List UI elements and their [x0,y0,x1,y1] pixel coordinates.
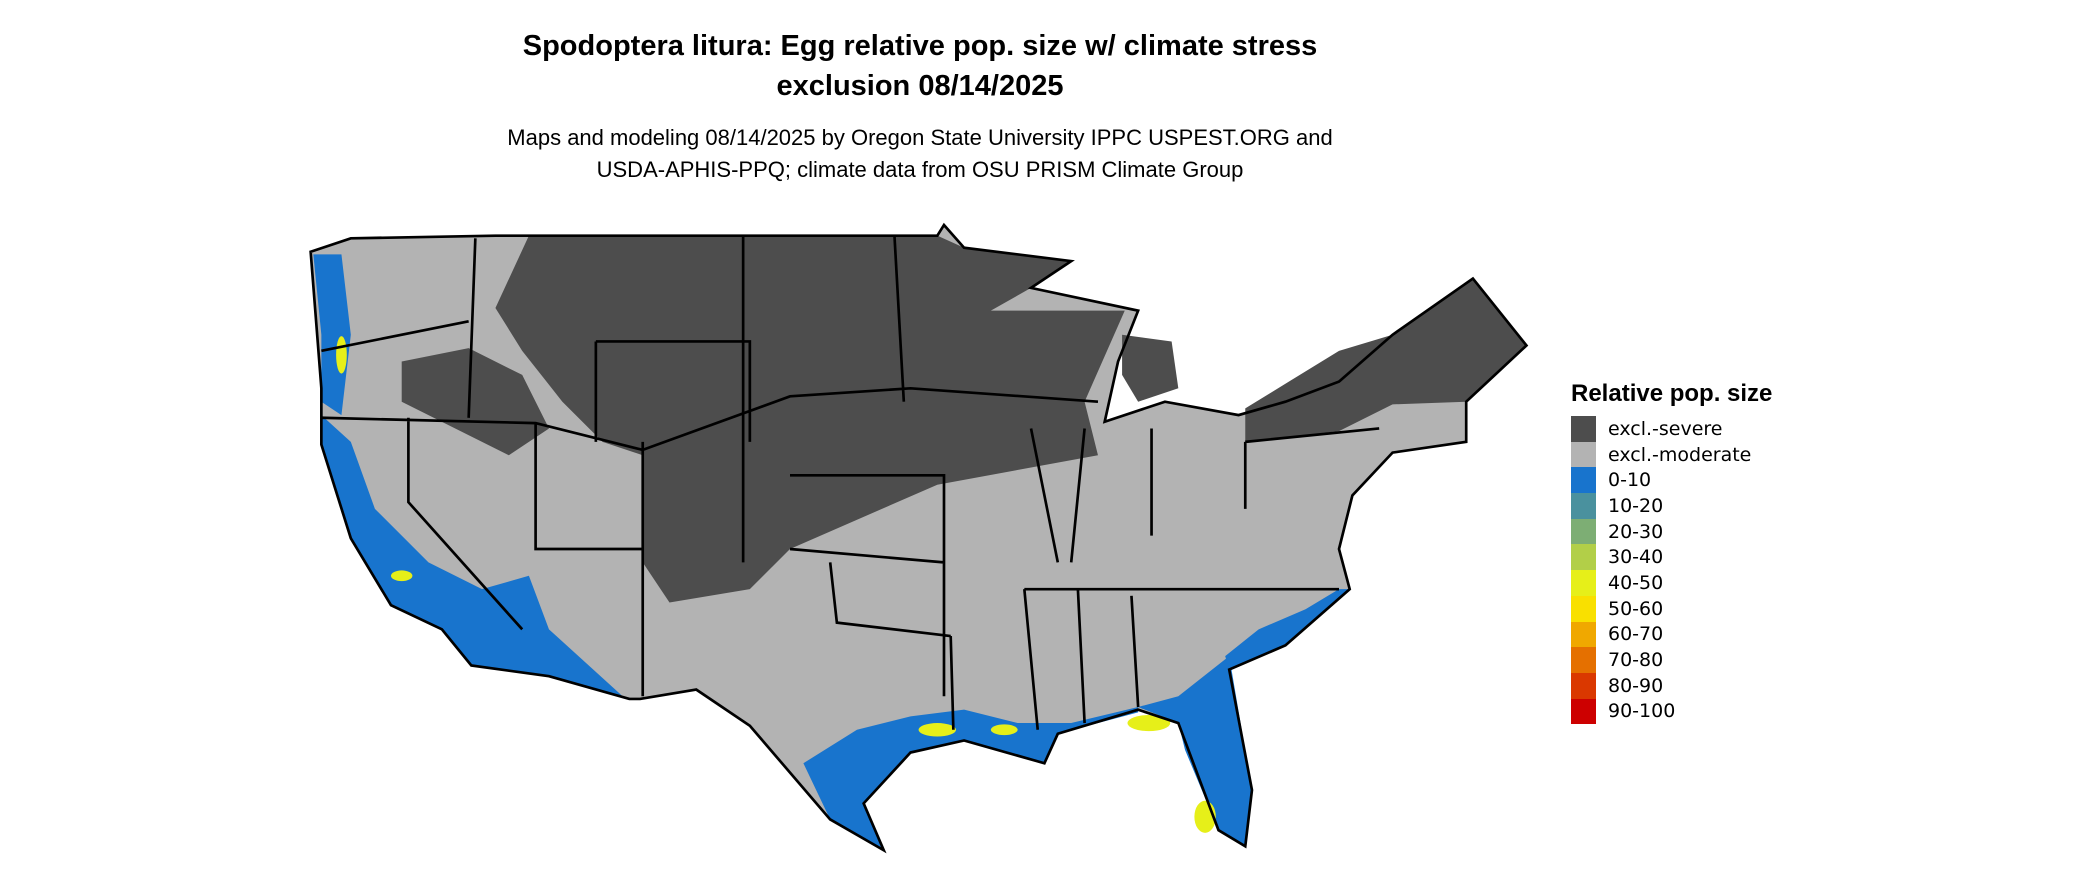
legend-swatch [1571,441,1596,468]
legend-label: 80-90 [1608,674,1664,697]
legend-label: excl.-severe [1608,417,1723,440]
map-title: Spodoptera litura: Egg relative pop. siz… [0,26,1840,106]
legend-item: 20-30 [1571,518,1772,545]
legend: Relative pop. size excl.-severe excl.-mod… [1571,380,1773,725]
legend-label: 10-20 [1608,494,1664,517]
legend-label: 30-40 [1608,546,1664,569]
legend-item: 10-20 [1571,493,1772,519]
title-line-1: Spodoptera litura: Egg relative pop. siz… [522,30,1318,62]
legend-swatch [1571,544,1596,571]
legend-item: 0-10 [1571,467,1772,494]
low-pop-atlantic-coast [1225,589,1350,670]
legend-item: 60-70 [1571,621,1772,648]
legend-label: 50-60 [1608,597,1664,620]
legend-label: 40-50 [1608,571,1664,594]
legend-item: 40-50 [1571,570,1772,596]
legend-swatch [1571,518,1596,545]
legend-label: 0-10 [1608,469,1652,492]
title-line-2: exclusion 08/14/2025 [776,70,1064,102]
legend-swatch [1571,621,1596,648]
map-subtitle: Maps and modeling 08/14/2025 by Oregon S… [0,122,1840,186]
subtitle-line-2: USDA-APHIS-PPQ; climate data from OSU PR… [596,157,1244,182]
excl-severe-michigan [1122,334,1179,402]
legend-label: 20-30 [1608,520,1664,543]
legend-items: excl.-severe excl.-moderate 0-10 10-20 20-30… [1571,416,1772,725]
legend-item: 80-90 [1571,672,1772,699]
legend-swatch [1571,416,1596,442]
legend-item: excl.-moderate [1571,441,1772,468]
legend-swatch [1571,672,1596,699]
legend-swatch [1571,595,1596,622]
low-pop-pacific-nw [313,254,351,416]
legend-item: 70-80 [1571,647,1772,673]
legend-swatch [1571,467,1596,494]
legend-swatch [1571,698,1596,725]
legend-label: 60-70 [1608,623,1664,646]
subtitle-line-1: Maps and modeling 08/14/2025 by Oregon S… [507,125,1333,150]
state-borders [309,222,1529,854]
legend-item: 30-40 [1571,544,1772,571]
legend-item: 90-100 [1571,698,1772,725]
legend-item: 50-60 [1571,595,1772,622]
excl-severe-rockies [401,348,549,456]
legend-swatch [1571,493,1596,519]
legend-swatch [1571,647,1596,673]
legend-swatch [1571,570,1596,596]
excl-severe-plains [495,235,1125,603]
excl-severe-northeast [1245,278,1527,442]
low-pop-west-coast [321,415,623,697]
legend-label: 70-80 [1608,649,1664,672]
low-pop-florida [1138,656,1252,847]
legend-title: Relative pop. size [1571,380,1773,407]
legend-label: excl.-moderate [1608,443,1752,466]
legend-item: excl.-severe [1571,416,1772,442]
low-pop-gulf-coast [803,706,1139,851]
legend-label: 90-100 [1608,700,1676,723]
